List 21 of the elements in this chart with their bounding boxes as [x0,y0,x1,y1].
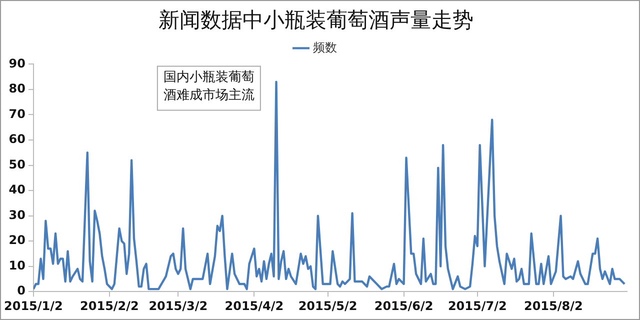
y-tick-label: 60 [8,132,26,146]
x-tick-label: 2015/3/2 [148,298,208,313]
x-tick-label: 2015/8/2 [524,298,583,313]
y-tick-label: 50 [8,157,26,172]
y-tick-label: 10 [8,258,26,272]
chart-title: 新闻数据中小瓶装葡萄酒声量走势 [158,8,474,32]
x-tick-label: 2015/2/2 [80,298,139,313]
y-tick-label: 80 [8,82,26,96]
x-tick-label: 2015/4/2 [224,298,284,313]
x-tick-label: 2015/7/2 [448,298,507,313]
y-tick-label: 90 [8,56,26,70]
x-tick-label: 2015/5/2 [298,298,358,313]
y-tick-label: 0 [17,284,26,298]
y-tick-label: 40 [8,182,26,197]
x-tick-label: 2015/1/2 [4,298,63,313]
annotation: 国内小瓶装葡萄酒难成市场主流 [163,70,254,104]
x-tick-label: 2015/6/2 [374,298,434,313]
legend-label: 频数 [313,40,337,54]
y-tick-label: 20 [8,233,26,248]
y-tick-label: 30 [8,208,26,222]
y-tick-label: 70 [8,106,26,121]
